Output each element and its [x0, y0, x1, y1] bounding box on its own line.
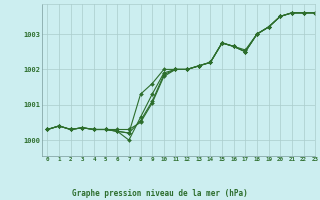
Text: Graphe pression niveau de la mer (hPa): Graphe pression niveau de la mer (hPa) [72, 189, 248, 198]
